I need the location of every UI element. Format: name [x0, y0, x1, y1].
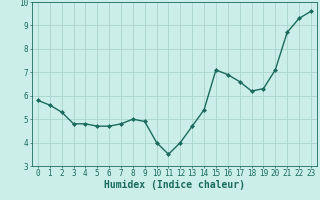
- X-axis label: Humidex (Indice chaleur): Humidex (Indice chaleur): [104, 180, 245, 190]
